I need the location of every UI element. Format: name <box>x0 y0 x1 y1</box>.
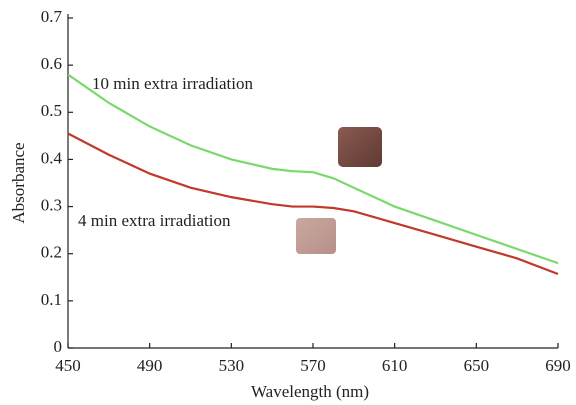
y-tick-label: 0.3 <box>41 195 62 214</box>
series-label: 4 min extra irradiation <box>78 211 231 230</box>
sample-dark-swatch <box>338 127 382 167</box>
x-tick-label: 610 <box>382 356 408 375</box>
sample-light-swatch <box>296 218 336 254</box>
series-label: 10 min extra irradiation <box>92 74 253 93</box>
y-tick-label: 0.2 <box>41 243 62 262</box>
y-tick-label: 0.6 <box>41 54 62 73</box>
y-tick-label: 0.4 <box>41 148 63 167</box>
x-tick-label: 490 <box>137 356 163 375</box>
y-tick-label: 0.5 <box>41 101 62 120</box>
y-tick-label: 0 <box>54 337 63 356</box>
y-tick-label: 0.7 <box>41 7 63 26</box>
y-axis-label: Absorbance <box>9 142 28 223</box>
x-tick-label: 530 <box>219 356 245 375</box>
x-tick-label: 570 <box>300 356 326 375</box>
series-line <box>67 132 559 276</box>
x-axis-label: Wavelength (nm) <box>251 382 369 401</box>
series-line <box>67 73 559 265</box>
x-tick-label: 450 <box>55 356 81 375</box>
x-tick-label: 690 <box>545 356 571 375</box>
x-tick-label: 650 <box>464 356 490 375</box>
y-tick-label: 0.1 <box>41 290 62 309</box>
